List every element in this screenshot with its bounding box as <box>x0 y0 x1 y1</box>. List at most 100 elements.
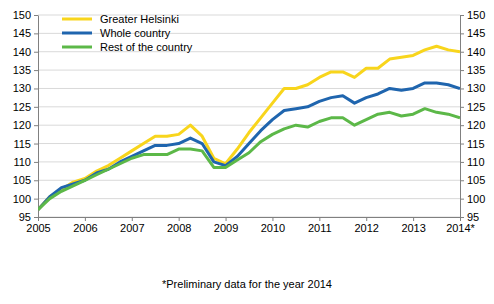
x-axis-line <box>39 217 461 218</box>
y-tick-label: 135 <box>13 64 31 76</box>
plot: 9510010511011512012513013514014515095100… <box>13 9 486 234</box>
y-tick-mark <box>460 15 464 16</box>
y-tick-label: 130 <box>467 82 485 94</box>
grid <box>38 15 460 217</box>
x-tick-mark <box>179 217 180 221</box>
x-tick-label: 2010 <box>261 222 285 234</box>
y-tick: 135 <box>13 64 38 76</box>
y-tick-label: 120 <box>467 119 485 131</box>
x-tick-mark <box>319 217 320 221</box>
y-tick: 145 <box>13 27 38 39</box>
x-tick: 2013 <box>401 217 425 234</box>
y-tick: 140 <box>460 46 485 58</box>
y-tick: 150 <box>13 9 38 21</box>
y-axis-right: 95100105110115120125130135140145150 <box>460 9 485 223</box>
y-tick-mark <box>34 70 38 71</box>
series-line <box>38 83 460 210</box>
legend: Greater Helsinki Whole country Rest of the… <box>62 13 193 53</box>
legend-label: Rest of the country <box>100 41 193 53</box>
y-tick: 120 <box>13 119 38 131</box>
y-tick-mark <box>460 70 464 71</box>
lines <box>38 46 460 209</box>
x-tick-label: 2007 <box>120 222 144 234</box>
x-tick-label: 2014* <box>446 222 475 234</box>
y-tick: 100 <box>460 193 485 205</box>
legend-swatch <box>62 46 92 49</box>
x-tick: 2005 <box>26 217 50 234</box>
y-left-axis-line <box>38 16 39 218</box>
y-tick: 125 <box>460 101 485 113</box>
legend-item: Greater Helsinki <box>62 13 179 25</box>
x-tick-label: 2005 <box>26 222 50 234</box>
chart: 9510010511011512012513013514014515095100… <box>0 0 494 304</box>
y-tick-label: 145 <box>467 27 485 39</box>
x-tick-label: 2013 <box>401 222 425 234</box>
y-tick-mark <box>460 107 464 108</box>
y-tick-label: 110 <box>467 156 485 168</box>
legend-item: Whole country <box>62 27 171 39</box>
y-tick-mark <box>460 199 464 200</box>
y-axis-left: 95100105110115120125130135140145150 <box>13 9 39 223</box>
x-tick: 2008 <box>167 217 191 234</box>
y-tick-mark <box>34 180 38 181</box>
grid-line <box>38 70 460 71</box>
x-tick: 2006 <box>73 217 97 234</box>
x-tick: 2014* <box>446 217 475 234</box>
x-tick-mark <box>38 217 39 221</box>
y-tick: 140 <box>13 46 38 58</box>
x-tick-mark <box>226 217 227 221</box>
y-tick-mark <box>460 52 464 53</box>
x-tick: 2012 <box>354 217 378 234</box>
y-tick-mark <box>460 125 464 126</box>
legend-swatch <box>62 32 92 35</box>
series-line <box>38 109 460 210</box>
x-tick-mark <box>413 217 414 221</box>
y-tick: 105 <box>13 174 38 186</box>
y-tick-mark <box>34 15 38 16</box>
y-tick-mark <box>34 199 38 200</box>
y-tick-mark <box>460 162 464 163</box>
y-tick: 125 <box>13 101 38 113</box>
grid-line <box>38 161 460 162</box>
y-tick: 105 <box>460 174 485 186</box>
footnote: *Preliminary data for the year 2014 <box>162 278 332 290</box>
y-tick-label: 150 <box>13 9 31 21</box>
grid-line <box>38 125 460 126</box>
y-tick-label: 120 <box>13 119 31 131</box>
y-tick-mark <box>34 52 38 53</box>
y-tick: 115 <box>460 138 485 150</box>
x-tick-label: 2009 <box>214 222 238 234</box>
legend-item: Rest of the country <box>62 41 193 53</box>
y-tick-mark <box>34 125 38 126</box>
y-tick-label: 150 <box>467 9 485 21</box>
y-tick: 130 <box>13 82 38 94</box>
grid-line <box>38 106 460 107</box>
y-tick: 100 <box>13 193 38 205</box>
y-tick: 115 <box>13 138 38 150</box>
y-tick-label: 115 <box>13 138 31 150</box>
grid-line <box>38 217 460 218</box>
x-tick-mark <box>85 217 86 221</box>
y-tick-label: 140 <box>13 46 31 58</box>
x-tick: 2009 <box>214 217 238 234</box>
y-tick: 130 <box>460 82 485 94</box>
legend-label: Greater Helsinki <box>100 13 179 25</box>
x-tick-label: 2011 <box>308 222 332 234</box>
grid-line <box>38 198 460 199</box>
x-tick-label: 2008 <box>167 222 191 234</box>
y-tick-mark <box>34 107 38 108</box>
y-tick-label: 105 <box>13 174 31 186</box>
y-tick-label: 100 <box>467 193 485 205</box>
x-axis: 2005 2006 2007 2008 2009 2010 2011 2012 2013 2014… <box>26 217 475 234</box>
y-tick-mark <box>34 33 38 34</box>
x-tick: 2011 <box>308 217 332 234</box>
y-tick-label: 125 <box>13 101 31 113</box>
y-tick-mark <box>460 88 464 89</box>
y-tick: 110 <box>13 156 38 168</box>
y-tick: 150 <box>460 9 485 21</box>
y-tick-mark <box>34 162 38 163</box>
y-tick-mark <box>34 88 38 89</box>
y-tick: 120 <box>460 119 485 131</box>
grid-line <box>38 180 460 181</box>
x-tick: 2010 <box>261 217 285 234</box>
